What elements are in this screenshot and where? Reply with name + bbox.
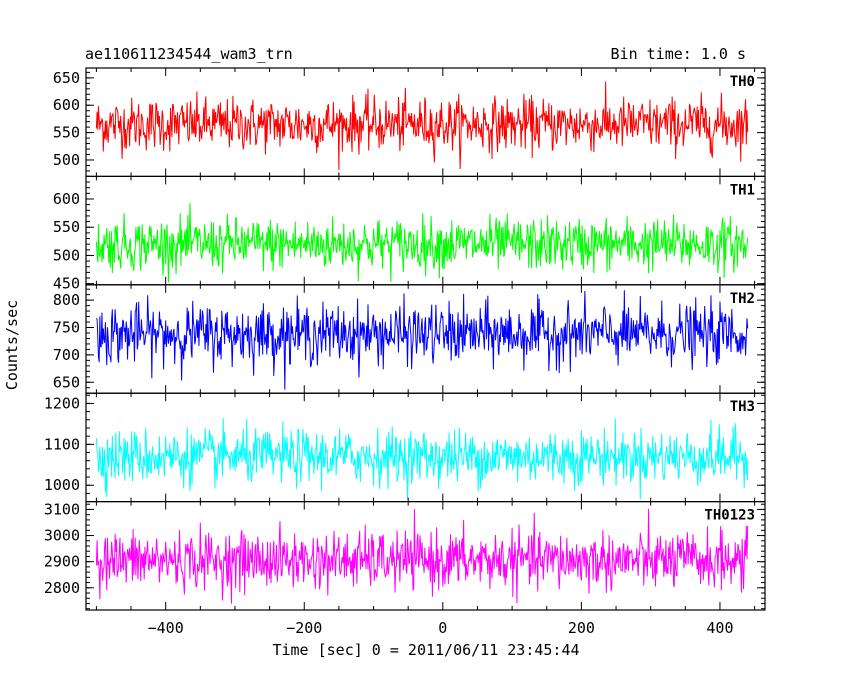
y-tick-label: 600 [53, 96, 80, 114]
y-tick-label: 700 [53, 346, 80, 364]
series-line-th3 [95, 418, 749, 500]
y-tick-label: 600 [53, 190, 80, 208]
panel-label-th3: TH3 [730, 399, 755, 415]
chart-title-right: Bin time: 1.0 s [611, 45, 746, 63]
x-tick-label: 400 [706, 619, 733, 637]
panel-th1: 450 500 550 600 TH1 [53, 175, 766, 293]
panel-th0123: 2800 2900 3000 3100 TH0123 [44, 500, 766, 611]
panel-label-th0123: TH0123 [704, 508, 755, 524]
panel-th3: 1000 1100 1200 TH3 [44, 392, 766, 503]
y-tick-label: 800 [53, 291, 80, 309]
y-tick-label: 500 [53, 246, 80, 264]
series-line-th0123 [95, 508, 749, 604]
y-tick-label: 1200 [44, 394, 80, 412]
series-line-th2 [95, 290, 749, 390]
chart-title-left: ae110611234544_wam3_trn [85, 45, 293, 63]
series-line-th1 [95, 203, 749, 283]
y-axis-title: Counts/sec [3, 300, 21, 390]
x-tick-label: −200 [286, 619, 322, 637]
y-tick-label: 3100 [44, 500, 80, 518]
y-tick-label: 1000 [44, 476, 80, 494]
x-tick-label: 0 [438, 619, 447, 637]
y-tick-label: 550 [53, 218, 80, 236]
y-tick-label: 3000 [44, 527, 80, 545]
y-tick-label: 750 [53, 319, 80, 337]
y-tick-label: 2800 [44, 579, 80, 597]
panel-label-th1: TH1 [730, 182, 755, 198]
x-tick-label: −400 [148, 619, 184, 637]
y-tick-label: 650 [53, 373, 80, 391]
y-tick-label: 650 [53, 69, 80, 87]
y-tick-label: 500 [53, 151, 80, 169]
y-tick-label: 550 [53, 124, 80, 142]
y-tick-label: 450 [53, 275, 80, 293]
y-tick-label: 1100 [44, 435, 80, 453]
series-line-th0 [95, 81, 749, 171]
y-tick-label: 2900 [44, 553, 80, 571]
x-tick-label: 200 [568, 619, 595, 637]
x-axis-title: Time [sec] 0 = 2011/06/11 23:45:44 [272, 641, 579, 659]
panel-frame [85, 501, 766, 611]
plot-layer: 500 550 600 650 TH0 450 500 550 600 TH1 650 700 750 8… [44, 67, 766, 637]
panel-label-th2: TH2 [730, 291, 755, 307]
panel-label-th0: TH0 [730, 74, 755, 90]
